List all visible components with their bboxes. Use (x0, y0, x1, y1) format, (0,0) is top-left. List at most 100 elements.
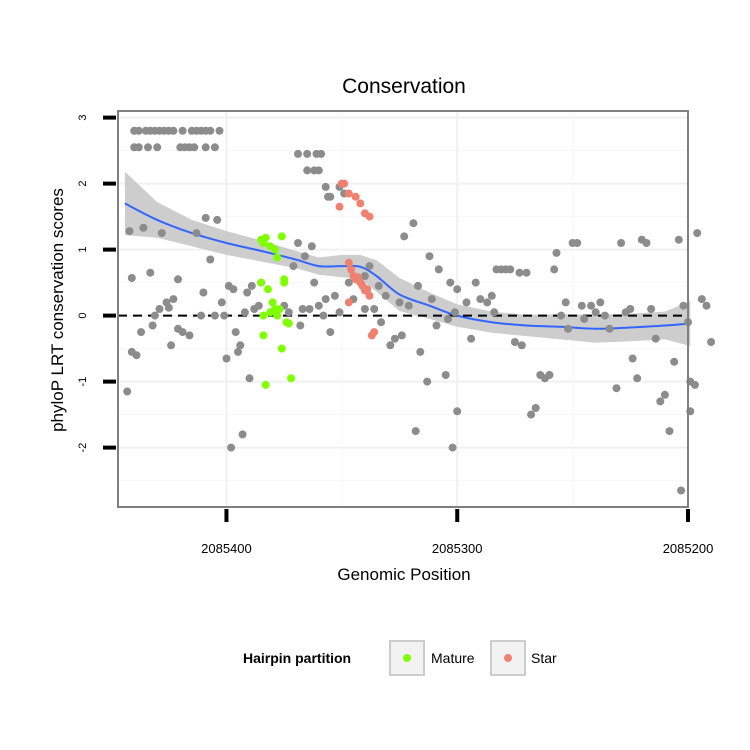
point-mature (257, 278, 266, 287)
point-other (344, 278, 353, 287)
legend-dot-star (504, 654, 512, 662)
x-tick-label: 2085300 (432, 541, 483, 556)
point-other (326, 192, 335, 201)
point-other (626, 305, 635, 313)
point-other (139, 223, 148, 232)
point-other (522, 268, 531, 277)
point-star (356, 199, 365, 208)
point-other (397, 331, 406, 340)
point-other (432, 321, 441, 330)
point-other (240, 308, 249, 317)
point-other (467, 334, 476, 343)
point-mature (284, 319, 293, 328)
legend-title: Hairpin partition (243, 650, 351, 666)
point-other (294, 239, 302, 247)
point-other (360, 305, 369, 313)
point-other (476, 295, 485, 304)
point-other (125, 227, 134, 236)
point-other (137, 328, 146, 337)
point-star (365, 291, 374, 300)
point-other (174, 275, 182, 284)
point-other (210, 143, 219, 152)
point-other (660, 390, 669, 399)
point-other (307, 242, 316, 251)
confidence-ribbon (124, 171, 691, 346)
y-tick-label: 3 (77, 115, 89, 121)
point-mature (273, 311, 282, 320)
chart-title: Conservation (342, 75, 466, 98)
point-other (197, 311, 206, 320)
point-star (344, 298, 353, 307)
point-other (404, 301, 413, 310)
point-star (344, 189, 353, 198)
point-other (169, 295, 178, 304)
point-other (254, 301, 263, 310)
x-tick-label: 2085400 (201, 541, 252, 556)
point-other (199, 288, 208, 297)
point-other (483, 298, 492, 307)
point-other (545, 371, 554, 379)
point-other (167, 341, 176, 350)
point-other (591, 308, 600, 317)
data-points (123, 126, 716, 495)
point-other (612, 384, 621, 393)
point-other (326, 328, 335, 337)
x-tick-label: 2085200 (663, 541, 714, 556)
point-other (294, 149, 302, 158)
point-star (351, 192, 360, 201)
point-other (462, 298, 471, 307)
point-other (192, 229, 201, 238)
point-other (381, 291, 390, 300)
point-other (314, 301, 323, 310)
point-star (335, 202, 344, 211)
legend-dot-mature (403, 654, 411, 662)
point-other (427, 295, 436, 304)
point-other (561, 298, 570, 307)
point-other (471, 278, 480, 287)
point-other (450, 308, 459, 317)
point-other (531, 404, 540, 412)
point-other (134, 126, 143, 135)
point-other (227, 443, 236, 452)
point-other (222, 354, 231, 363)
point-other (677, 486, 686, 495)
point-other (164, 303, 173, 312)
point-other (552, 248, 561, 257)
point-mature (259, 311, 268, 320)
point-other (229, 285, 238, 294)
point-other (153, 143, 162, 152)
point-other (213, 215, 222, 224)
point-other (178, 126, 187, 135)
point-other (390, 334, 399, 343)
point-mature (264, 285, 272, 294)
point-star (365, 212, 374, 221)
point-other (642, 239, 651, 247)
point-star (347, 265, 356, 274)
y-tick-label: -1 (77, 377, 89, 387)
point-star (363, 285, 372, 294)
point-other (360, 272, 369, 280)
point-other (573, 239, 582, 247)
legend-item-star: Star (490, 640, 557, 676)
series-mature (257, 232, 296, 389)
point-other (414, 281, 422, 290)
point-other (702, 301, 711, 310)
point-other (245, 374, 254, 383)
point-mature (261, 233, 270, 242)
legend: Hairpin partition Mature Star (243, 640, 557, 676)
point-other (395, 298, 404, 307)
point-other (305, 305, 314, 313)
point-other (448, 443, 457, 452)
point-other (296, 321, 305, 330)
point-other (317, 149, 326, 158)
point-mature (259, 331, 268, 340)
point-other (416, 347, 425, 356)
point-other (321, 295, 330, 304)
point-other (289, 262, 298, 271)
point-other (600, 311, 609, 320)
legend-label-mature: Mature (431, 650, 475, 666)
y-tick-label: 0 (77, 313, 89, 319)
point-other (314, 166, 323, 175)
point-other (446, 278, 455, 287)
point-mature (270, 245, 279, 254)
